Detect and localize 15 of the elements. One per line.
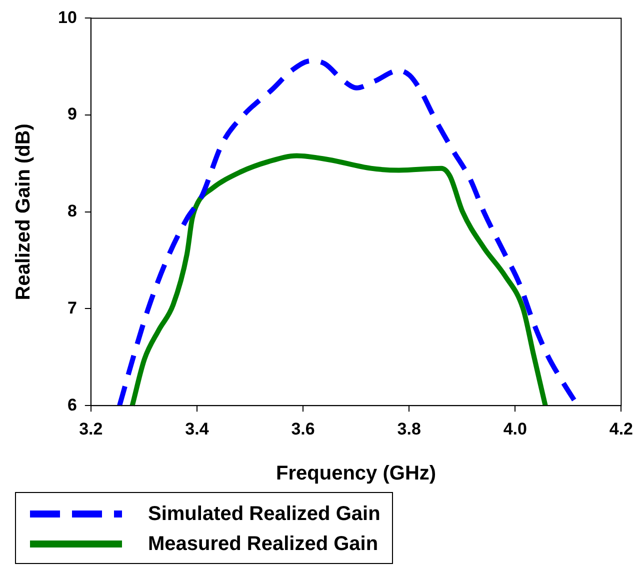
- x-tick-label: 4.2: [609, 419, 634, 438]
- x-tick-label: 3.8: [397, 419, 421, 438]
- x-tick-label: 3.4: [185, 419, 210, 438]
- x-axis-title: Frequency (GHz): [276, 462, 436, 485]
- y-tick-label: 9: [67, 104, 77, 124]
- y-tick-label: 8: [67, 202, 77, 221]
- legend-label: Simulated Realized Gain: [148, 502, 380, 526]
- x-tick-label: 3.2: [79, 419, 103, 438]
- y-tick-label: 6: [67, 395, 77, 414]
- x-tick-label: 3.6: [291, 419, 315, 438]
- x-tick-label: 4.0: [503, 419, 527, 438]
- y-tick-label: 7: [67, 298, 77, 318]
- y-tick-label: 10: [58, 8, 77, 27]
- legend-label: Measured Realized Gain: [148, 532, 378, 556]
- y-axis-title: Realized Gain (dB): [12, 124, 35, 300]
